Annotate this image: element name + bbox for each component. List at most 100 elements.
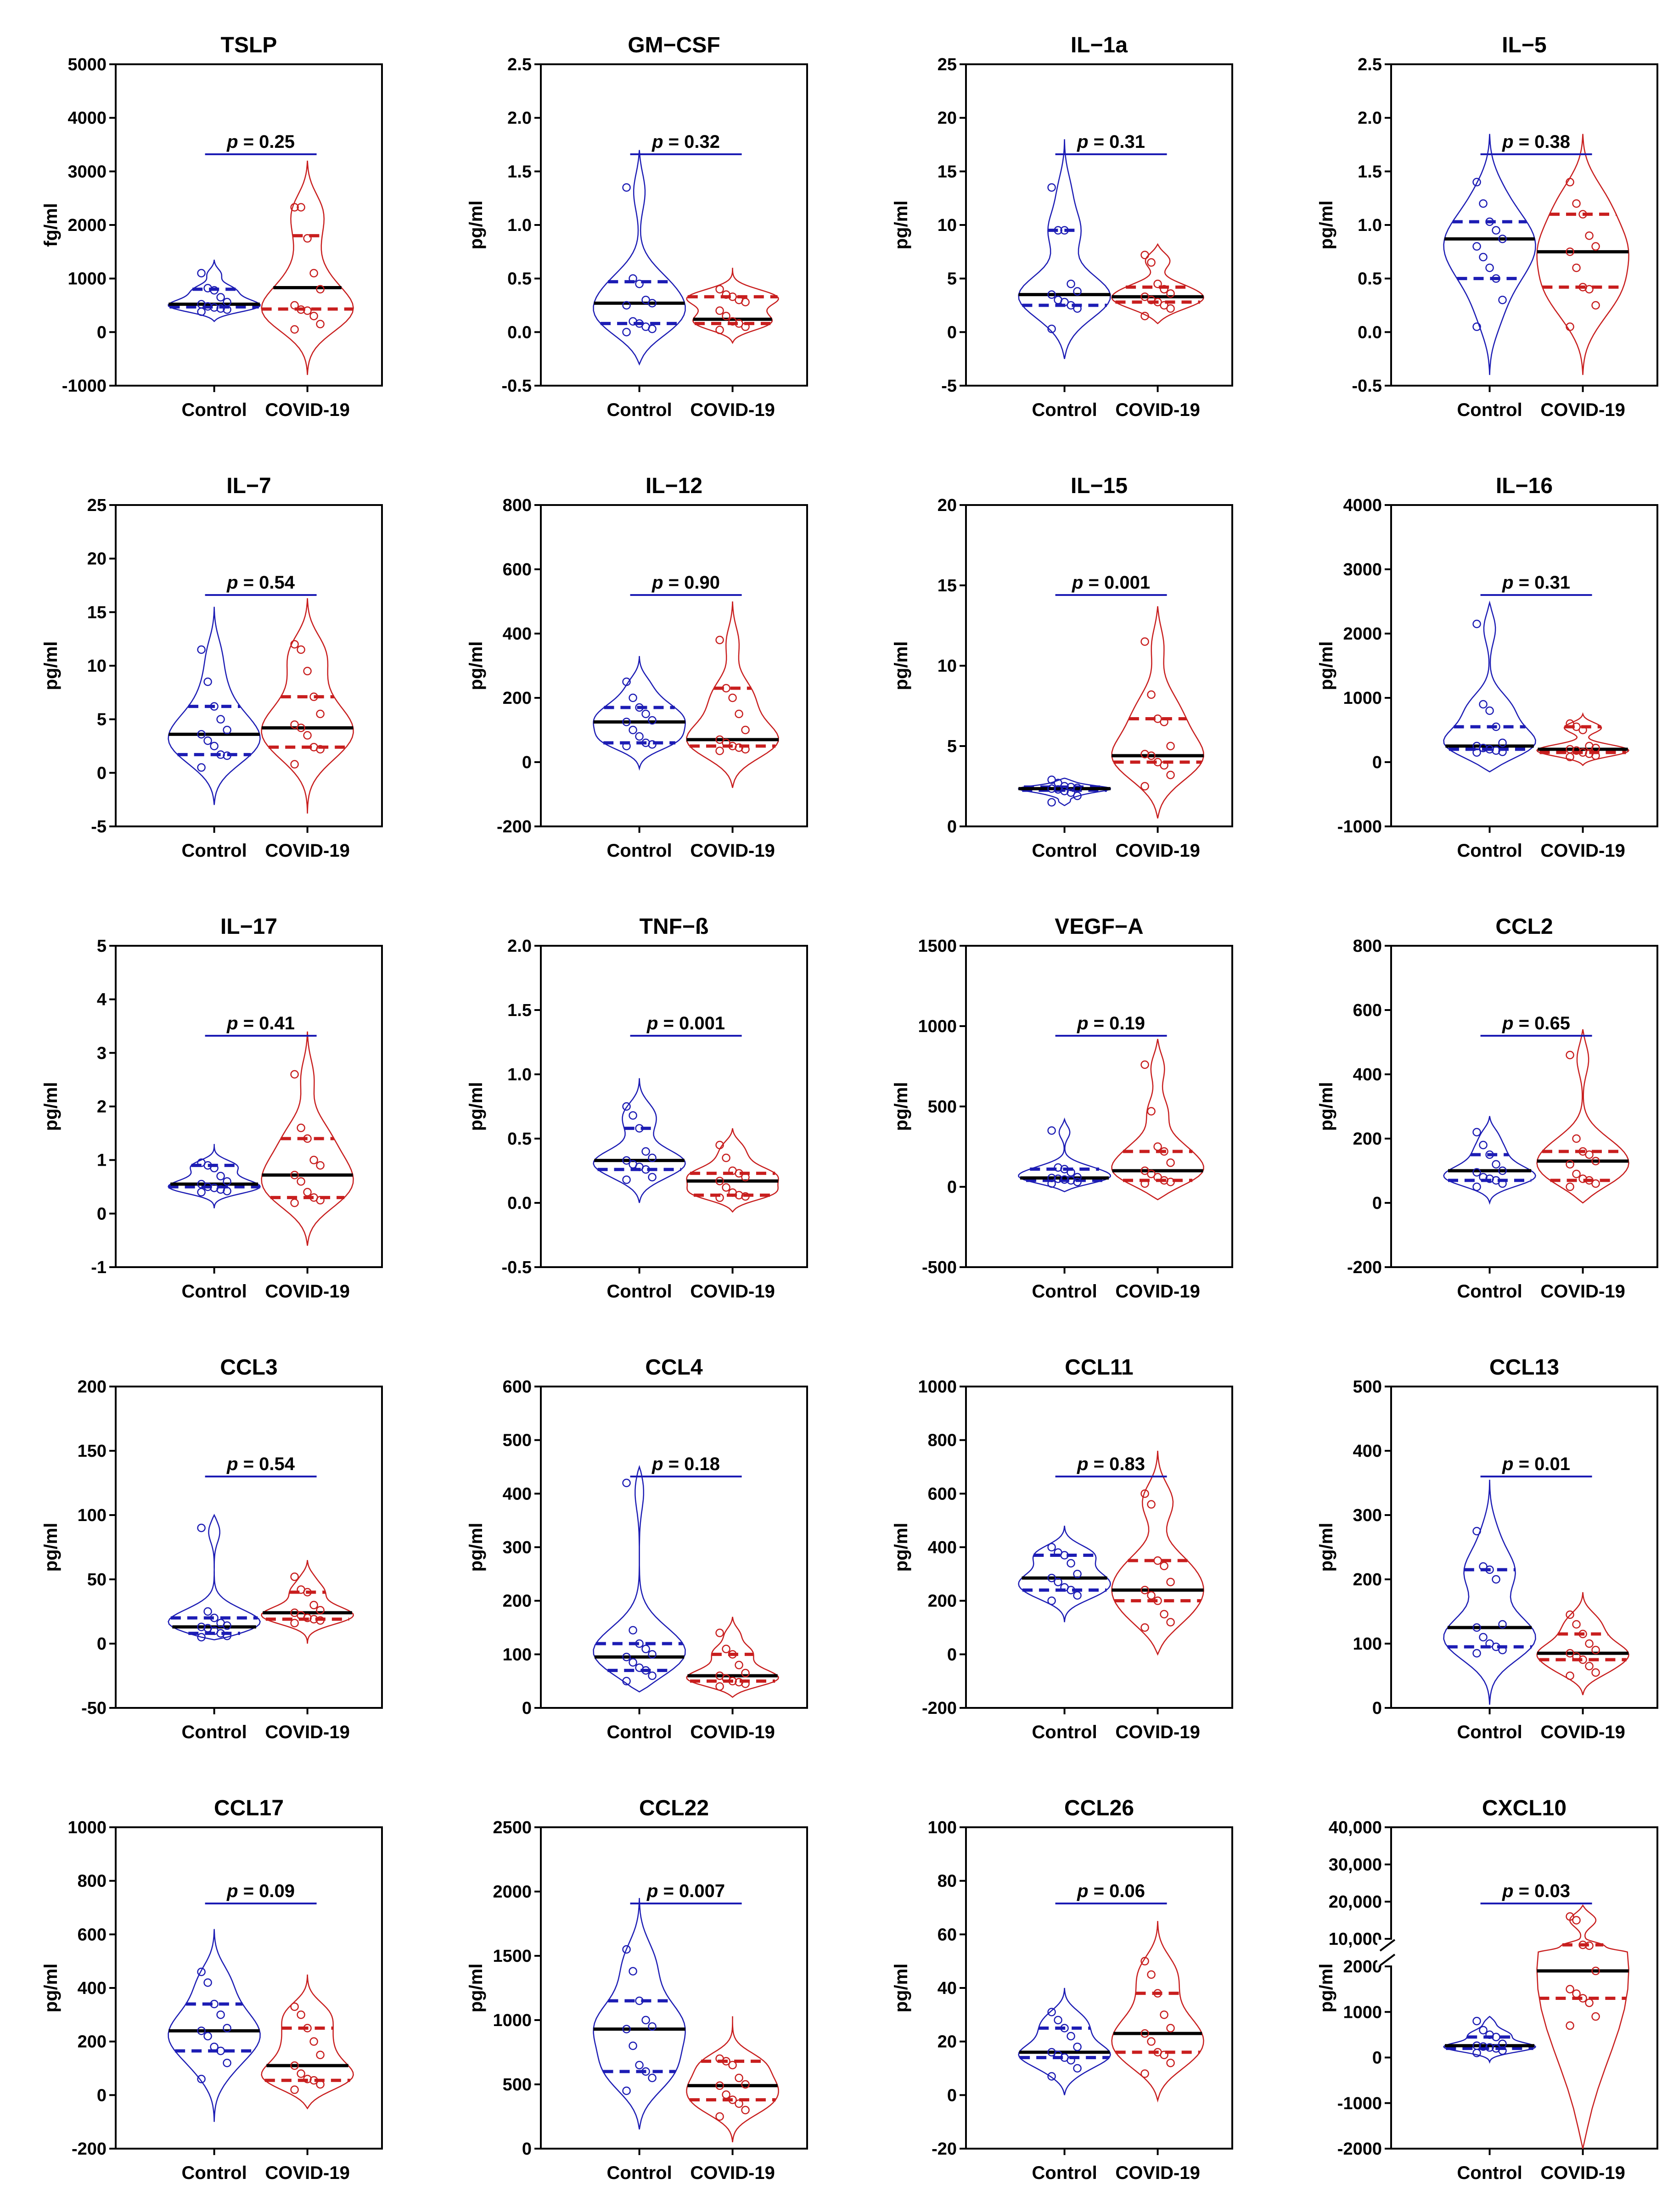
y-tick-label: 2.5 (507, 55, 532, 74)
data-point (641, 1147, 650, 1156)
data-point (1073, 287, 1082, 296)
violin-control (168, 1929, 261, 2122)
chart-title: CCL13 (1489, 1355, 1559, 1380)
data-point (1498, 738, 1507, 747)
y-tick-label: 0 (947, 2086, 957, 2105)
y-tick-label: 60 (938, 1925, 957, 1944)
data-point (1160, 285, 1168, 294)
data-point (1153, 1596, 1162, 1605)
data-point (1153, 1989, 1162, 1998)
violin-outline (1443, 1479, 1536, 1705)
y-axis-label: pg/ml (466, 201, 486, 250)
violin-outline (1536, 1029, 1629, 1204)
y-tick-label: 0 (947, 1645, 957, 1664)
violin-outline (1536, 1592, 1629, 1695)
plot-frame (965, 1826, 1233, 2150)
data-point (197, 763, 206, 772)
data-point (622, 1945, 631, 1954)
chart-il-5: IL−5 pg/ml -0.5 0.0 0.5 1.0 1.5 2.0 2.5 Control CO… (1316, 33, 1658, 420)
data-point (1591, 1966, 1600, 1976)
data-point (1073, 2043, 1082, 2051)
data-point (741, 725, 750, 735)
violin-covid-19 (1111, 1039, 1204, 1201)
data-point (1566, 752, 1574, 762)
y-tick-label: 10,000 (1329, 1930, 1382, 1949)
y-tick-label: 5 (947, 269, 957, 289)
y-tick-label: 800 (928, 1431, 957, 1450)
data-point (290, 640, 299, 649)
x-category-label: Control (1457, 2163, 1522, 2183)
data-point (635, 1639, 644, 1648)
plot-frame (540, 504, 808, 827)
data-point (216, 304, 225, 313)
y-tick-label: 1500 (918, 937, 957, 956)
data-point (1566, 178, 1574, 186)
data-point (1572, 1916, 1581, 1925)
data-point (223, 1631, 231, 1640)
y-tick-label: 0.5 (507, 1129, 532, 1149)
data-point (741, 1192, 750, 1201)
plot-frame (1390, 945, 1658, 1268)
data-point (1073, 2064, 1082, 2073)
data-point (622, 301, 631, 310)
data-point (1060, 1551, 1069, 1560)
violin-outline (1443, 601, 1536, 773)
p-value-label: p = 0.007 (646, 1881, 725, 1901)
y-tick-label: 20,000 (1329, 1892, 1382, 1912)
data-point (1585, 1999, 1594, 2007)
y-tick-label: 2.0 (507, 937, 532, 956)
y-tick-label: 2.0 (507, 109, 532, 128)
y-tick-label: 0.0 (507, 323, 532, 342)
y-tick-label: 500 (503, 1431, 532, 1450)
x-category-label: COVID-19 (1115, 841, 1200, 861)
data-point (1585, 285, 1594, 294)
data-point (1492, 1160, 1500, 1169)
data-point (1153, 1142, 1162, 1151)
data-point (1591, 1179, 1600, 1188)
chart-gm-csf: GM−CSF pg/ml -0.5 0.0 0.5 1.0 1.5 2.0 2.5 Control… (466, 33, 808, 420)
data-point (715, 1628, 724, 1637)
y-tick-label: 200 (503, 689, 532, 708)
y-axis-label: pg/ml (891, 1964, 911, 2013)
data-point (203, 302, 212, 311)
chart-title: CCL17 (214, 1796, 284, 1820)
p-value-label: p = 0.09 (226, 1881, 295, 1901)
data-point (648, 740, 657, 749)
x-category-label: COVID-19 (1115, 1281, 1200, 1302)
chart-title: CCL2 (1495, 915, 1553, 939)
y-tick-label: 2000 (1343, 624, 1382, 644)
chart-il-15: IL−15 pg/ml 0 5 10 15 20 Control COVID-19 p = 0.0… (891, 474, 1233, 861)
data-point (635, 2060, 644, 2070)
data-point (1147, 690, 1156, 699)
chart-il-16: IL−16 pg/ml -1000 0 1000 2000 3000 4000 Control C… (1316, 474, 1658, 861)
data-point (715, 2112, 724, 2121)
data-point (1147, 751, 1156, 760)
chart-title: CCL4 (645, 1355, 703, 1380)
y-tick-label: 2.5 (1358, 55, 1382, 74)
data-point (722, 312, 730, 320)
chart-il-1a: IL−1a pg/ml -5 0 5 10 15 20 25 Control COVID-19 p =… (891, 33, 1233, 420)
data-point (1572, 264, 1581, 272)
chart-ccl22: CCL22 pg/ml 0 500 1000 1500 2000 2500 Control COV… (466, 1796, 808, 2183)
y-tick-label: 3000 (67, 162, 107, 181)
chart-ccl11: CCL11 pg/ml -200 0 200 400 600 800 1000 Control CO… (891, 1355, 1233, 1742)
data-point (629, 1626, 637, 1635)
chart-title: IL−16 (1496, 474, 1553, 498)
x-category-label: COVID-19 (1115, 1722, 1200, 1742)
y-tick-label: 40,000 (1329, 1818, 1382, 1837)
data-point (1147, 2037, 1156, 2046)
data-point (303, 2024, 312, 2032)
data-point (1153, 280, 1162, 288)
y-tick-label: 1500 (493, 1947, 532, 1966)
y-axis-label: pg/ml (41, 1964, 61, 2013)
x-category-label: COVID-19 (1115, 2163, 1200, 2183)
data-point (1498, 1620, 1507, 1629)
data-point (197, 1633, 206, 1642)
y-tick-label: -200 (497, 817, 532, 837)
data-point (1566, 1985, 1574, 1993)
y-tick-label: 500 (928, 1097, 957, 1117)
y-tick-label: 150 (78, 1442, 107, 1461)
violin-outline (1111, 1921, 1204, 2103)
x-category-label: Control (1457, 1722, 1522, 1742)
y-tick-label: -0.5 (502, 1258, 532, 1277)
